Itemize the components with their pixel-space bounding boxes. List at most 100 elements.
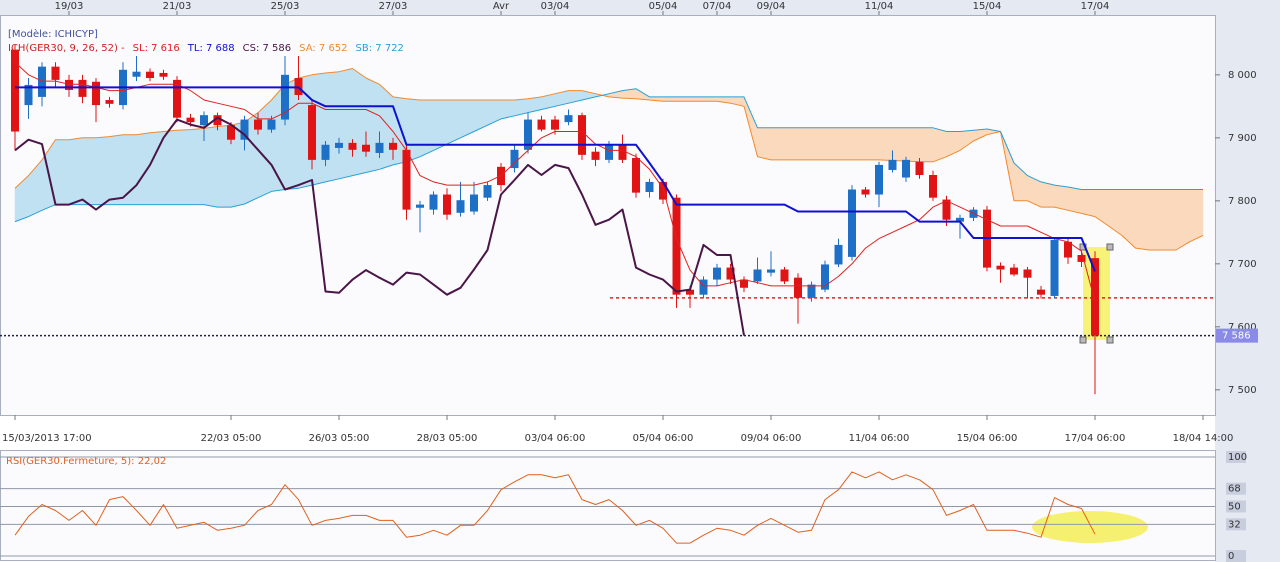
candle-body xyxy=(1064,241,1072,258)
cloud-fill xyxy=(109,134,124,205)
candle-body xyxy=(753,269,762,282)
candle-body xyxy=(605,144,613,160)
legend: ICH(GER30, 9, 26, 52) - SL: 7 616 TL: 7 68… xyxy=(8,43,404,54)
cloud-fill xyxy=(905,127,920,163)
cloud-line xyxy=(14,68,1204,251)
y-tick-label: 8 000 xyxy=(1228,70,1257,81)
cloud-fill xyxy=(82,137,97,205)
candle-body xyxy=(348,142,357,150)
candle-body xyxy=(443,194,451,215)
candle-body xyxy=(996,265,1005,270)
candle-body xyxy=(510,149,519,169)
cloud-fill xyxy=(122,134,137,205)
legend-entry: SL: 7 616 xyxy=(133,43,180,54)
candle-body xyxy=(713,267,721,280)
handle xyxy=(1079,336,1087,344)
rsi-pane xyxy=(0,450,1216,561)
candle-body xyxy=(956,217,964,222)
candle-body xyxy=(726,267,735,280)
top-label: 07/04 xyxy=(703,1,732,12)
candle-body xyxy=(240,119,249,140)
indicator-line xyxy=(14,61,1096,302)
y-tick-label: 7 600 xyxy=(1228,322,1257,333)
y-tick-label: 7 800 xyxy=(1228,196,1257,207)
cloud-fill xyxy=(433,99,448,151)
cloud-line xyxy=(14,88,1203,223)
candle-body xyxy=(24,84,33,106)
top-label: Avr xyxy=(493,1,510,12)
y-tick-label: 100 xyxy=(1228,452,1247,463)
top-label: 05/04 xyxy=(649,1,678,12)
tick-box xyxy=(1226,518,1246,531)
top-axis-strip xyxy=(0,0,1280,15)
candle-body xyxy=(794,277,802,298)
candle-body xyxy=(456,200,465,213)
legend-entry: CS: 7 586 xyxy=(243,43,292,54)
candle-body xyxy=(1037,289,1045,295)
cloud-fill xyxy=(203,126,218,208)
cloud-fill xyxy=(338,68,353,180)
candle-body xyxy=(807,284,816,298)
x-tick-label: 09/04 06:00 xyxy=(741,433,802,444)
candle-body xyxy=(389,142,397,150)
candle-body xyxy=(281,74,289,120)
cloud-fill xyxy=(1162,189,1177,251)
candle-body xyxy=(618,144,627,160)
cloud-fill xyxy=(770,127,785,161)
candle-body xyxy=(227,125,235,140)
candle-body xyxy=(591,151,600,160)
candle-body xyxy=(132,71,141,77)
candle-body xyxy=(51,66,60,80)
x-tick-label: 15/04 06:00 xyxy=(957,433,1018,444)
top-label: 15/04 xyxy=(973,1,1002,12)
candle-body xyxy=(699,279,708,295)
candle-body xyxy=(524,119,532,150)
cloud-fill xyxy=(797,127,812,161)
x-tick-label: 18/04 14:00 xyxy=(1173,433,1234,444)
cloud-fill xyxy=(1148,189,1163,251)
tick-box xyxy=(1226,482,1246,495)
candle-body xyxy=(740,279,748,288)
top-label: 19/03 xyxy=(55,1,84,12)
cloud-fill xyxy=(68,137,83,205)
candle-body xyxy=(254,119,262,130)
candle-body xyxy=(1050,239,1059,296)
candle-body xyxy=(11,49,19,132)
cloud-fill xyxy=(865,127,880,161)
cloud-fill xyxy=(703,96,718,102)
candle-body xyxy=(416,204,424,208)
top-label: 17/04 xyxy=(1081,1,1110,12)
candle-body xyxy=(645,181,654,193)
cloud-fill xyxy=(176,129,191,205)
x-tick-label: 15/03/2013 17:00 xyxy=(2,433,92,444)
cloud-fill xyxy=(689,96,704,102)
cloud-fill xyxy=(892,127,907,162)
cloud-fill xyxy=(784,127,799,161)
y-tick-label: 32 xyxy=(1228,519,1241,530)
y-tick-label: 68 xyxy=(1228,484,1241,495)
y-tick-label: 7 700 xyxy=(1228,259,1257,270)
top-label: 11/04 xyxy=(865,1,894,12)
cloud-fill xyxy=(919,127,934,163)
candle-body xyxy=(362,144,370,152)
candle-body xyxy=(888,159,897,170)
cloud-fill xyxy=(1175,189,1190,251)
cloud-fill xyxy=(851,127,866,161)
candle-body xyxy=(402,149,411,210)
candle-body xyxy=(375,142,384,153)
candle-body xyxy=(942,199,951,220)
x-tick-label: 03/04 06:00 xyxy=(525,433,586,444)
candle-body xyxy=(915,161,924,175)
candle-body xyxy=(929,175,937,198)
x-tick-label: 28/03 05:00 xyxy=(417,433,478,444)
candle-body xyxy=(551,119,559,130)
candle-body xyxy=(686,289,694,295)
candle-body xyxy=(1077,255,1086,262)
main-pane xyxy=(0,15,1216,416)
tick-box xyxy=(1226,451,1246,463)
candle-body xyxy=(1010,267,1018,275)
cloud-fill xyxy=(811,127,826,161)
candle-body xyxy=(105,100,114,104)
candle-body xyxy=(321,144,330,160)
cloud-fill xyxy=(325,71,340,183)
